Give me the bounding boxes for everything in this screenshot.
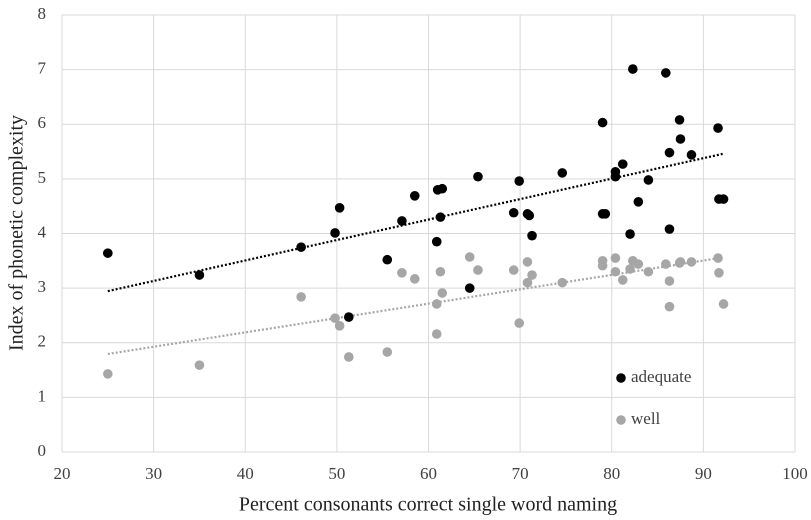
y-tick-label: 8: [38, 4, 47, 23]
data-point: [625, 229, 635, 239]
data-point: [610, 266, 621, 277]
data-point: [714, 268, 724, 278]
data-point: [409, 191, 420, 201]
data-point: [686, 150, 697, 160]
data-point: [524, 210, 535, 221]
data-point: [557, 168, 568, 178]
data-point: [508, 265, 519, 275]
data-point: [397, 216, 407, 226]
data-point: [643, 266, 654, 277]
data-point: [432, 185, 443, 195]
data-point: [330, 313, 340, 323]
legend-label: well: [631, 409, 661, 428]
legend-label: adequate: [631, 367, 691, 386]
y-tick-label: 2: [38, 332, 47, 351]
x-tick-label: 90: [695, 464, 712, 483]
x-tick-label: 80: [603, 464, 620, 483]
data-point: [194, 270, 205, 280]
data-point: [473, 171, 483, 182]
data-point: [643, 175, 654, 185]
data-point: [664, 276, 675, 286]
data-point: [633, 197, 644, 207]
data-point: [409, 274, 420, 284]
data-point: [664, 224, 675, 234]
data-point: [617, 159, 628, 169]
data-point: [686, 257, 697, 267]
legend-marker: [616, 415, 626, 425]
data-point: [661, 68, 671, 78]
y-tick-label: 6: [38, 113, 47, 132]
data-point: [382, 347, 393, 357]
data-point: [617, 275, 628, 285]
data-point: [103, 248, 113, 258]
data-point: [194, 360, 205, 370]
data-point: [597, 260, 608, 271]
data-point: [675, 257, 686, 267]
data-point: [464, 283, 475, 293]
x-axis-title: Percent consonants correct single word n…: [239, 494, 617, 516]
x-tick-label: 60: [420, 464, 437, 483]
data-point: [464, 252, 475, 262]
data-point: [103, 369, 113, 379]
data-point: [431, 329, 442, 339]
data-point: [514, 176, 525, 186]
data-point: [610, 253, 621, 263]
y-tick-label: 0: [38, 441, 47, 460]
data-point: [473, 265, 483, 275]
data-point: [597, 117, 608, 128]
data-point: [330, 228, 340, 238]
legend-marker: [616, 373, 626, 383]
data-point: [633, 259, 644, 269]
x-tick-label: 100: [782, 464, 808, 483]
trend-line: [107, 152, 724, 293]
y-tick-label: 3: [38, 277, 47, 296]
data-point: [435, 266, 446, 277]
data-point: [431, 236, 442, 247]
data-point: [522, 257, 533, 267]
data-point: [610, 171, 621, 182]
x-tick-label: 40: [237, 464, 254, 483]
x-tick-label: 30: [145, 464, 162, 483]
data-point: [514, 318, 525, 328]
data-point: [664, 301, 675, 312]
y-tick-label: 5: [38, 168, 47, 187]
data-point: [625, 264, 635, 274]
data-point: [527, 270, 537, 280]
data-point: [557, 277, 568, 288]
data-point: [343, 352, 354, 362]
data-point: [334, 321, 345, 331]
x-tick-label: 50: [328, 464, 345, 483]
data-point: [664, 147, 675, 158]
y-tick-label: 7: [38, 59, 47, 78]
y-axis-title: Index of phonetic complexity: [6, 115, 28, 351]
data-point: [628, 64, 638, 74]
data-point: [713, 123, 723, 133]
y-tick-label: 1: [38, 386, 47, 405]
data-point: [675, 134, 686, 144]
data-point: [431, 299, 442, 309]
data-point: [437, 288, 448, 298]
data-point: [296, 292, 306, 302]
data-point: [334, 203, 345, 213]
data-point: [661, 259, 671, 269]
data-point: [508, 207, 519, 218]
data-point: [435, 212, 446, 222]
data-point: [343, 312, 354, 322]
data-point: [600, 209, 611, 219]
data-point: [718, 194, 729, 204]
y-tick-label: 4: [38, 222, 47, 241]
x-tick-label: 70: [512, 464, 529, 483]
data-point: [397, 268, 407, 278]
data-point: [296, 242, 306, 252]
data-point: [718, 299, 729, 309]
data-point: [674, 115, 685, 125]
x-tick-label: 20: [54, 464, 71, 483]
data-point: [522, 277, 533, 288]
data-point: [382, 254, 393, 265]
data-point: [713, 253, 723, 263]
data-point: [527, 230, 537, 241]
